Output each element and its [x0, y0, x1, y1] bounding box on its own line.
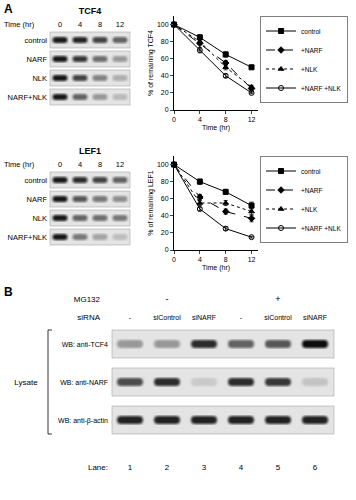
svg-text:4: 4	[78, 20, 82, 29]
svg-text:siRNA: siRNA	[77, 313, 100, 322]
svg-text:TCF4: TCF4	[79, 6, 102, 16]
svg-text:12: 12	[116, 160, 124, 169]
svg-text:WB: anti-TCF4: WB: anti-TCF4	[62, 341, 108, 348]
svg-text:NARF+NLK: NARF+NLK	[8, 233, 47, 242]
svg-text:40: 40	[161, 212, 169, 219]
svg-text:80: 80	[161, 38, 169, 45]
svg-text:Lysate: Lysate	[14, 378, 38, 387]
svg-text:0: 0	[172, 256, 176, 263]
svg-text:WB: anti-NARF: WB: anti-NARF	[60, 379, 108, 386]
svg-text:4: 4	[239, 463, 244, 472]
svg-text:12: 12	[116, 20, 124, 29]
svg-text:+NARF +NLK: +NARF +NLK	[301, 225, 341, 232]
svg-text:B: B	[4, 285, 13, 299]
svg-text:3: 3	[202, 463, 207, 472]
svg-text:siNARF: siNARF	[303, 314, 327, 321]
svg-text:Time (hr): Time (hr)	[202, 264, 230, 272]
svg-text:+NARF +NLK: +NARF +NLK	[301, 85, 341, 92]
svg-text:12: 12	[248, 116, 256, 123]
svg-text:siControl: siControl	[153, 314, 181, 321]
svg-text:+NARF: +NARF	[301, 47, 323, 54]
svg-text:8: 8	[224, 256, 228, 263]
svg-text:NARF+NLK: NARF+NLK	[8, 93, 47, 102]
svg-text:MG132: MG132	[74, 295, 101, 304]
svg-text:+NLK: +NLK	[301, 206, 318, 213]
svg-text:+NLK: +NLK	[301, 66, 318, 73]
svg-text:40: 40	[161, 72, 169, 79]
svg-text:12: 12	[248, 256, 256, 263]
svg-text:4: 4	[198, 256, 202, 263]
svg-text:% of remaining TCF4: % of remaining TCF4	[147, 30, 155, 96]
svg-text:A: A	[4, 2, 13, 16]
svg-text:WB: anti-β-actin: WB: anti-β-actin	[58, 417, 108, 425]
svg-text:8: 8	[98, 160, 102, 169]
svg-text:100: 100	[157, 21, 169, 28]
svg-text:0: 0	[165, 246, 169, 253]
svg-text:-: -	[129, 314, 132, 321]
svg-text:60: 60	[161, 195, 169, 202]
svg-text:-: -	[240, 314, 243, 321]
svg-text:NARF: NARF	[27, 195, 48, 204]
svg-text:control: control	[301, 28, 321, 35]
svg-text:0: 0	[58, 20, 62, 29]
svg-text:80: 80	[161, 178, 169, 185]
svg-text:NLK: NLK	[32, 214, 47, 223]
svg-text:control: control	[24, 176, 47, 185]
svg-text:siControl: siControl	[264, 314, 292, 321]
svg-text:Time (hr): Time (hr)	[4, 160, 35, 169]
svg-text:100: 100	[157, 161, 169, 168]
svg-text:+: +	[275, 294, 280, 304]
svg-text:4: 4	[78, 160, 82, 169]
svg-text:Time (hr): Time (hr)	[4, 20, 35, 29]
svg-text:4: 4	[198, 116, 202, 123]
svg-text:control: control	[24, 36, 47, 45]
svg-text:Time (hr): Time (hr)	[202, 124, 230, 132]
svg-text:8: 8	[98, 20, 102, 29]
svg-text:+NARF: +NARF	[301, 187, 323, 194]
svg-text:NARF: NARF	[27, 55, 48, 64]
svg-text:60: 60	[161, 55, 169, 62]
svg-text:20: 20	[161, 229, 169, 236]
svg-text:20: 20	[161, 89, 169, 96]
svg-text:6: 6	[313, 463, 318, 472]
svg-text:-: -	[166, 294, 169, 304]
svg-text:Lane:: Lane:	[88, 463, 108, 472]
svg-text:2: 2	[165, 463, 170, 472]
svg-text:5: 5	[276, 463, 281, 472]
svg-text:0: 0	[165, 106, 169, 113]
svg-text:control: control	[301, 168, 321, 175]
svg-text:1: 1	[128, 463, 133, 472]
svg-text:0: 0	[58, 160, 62, 169]
svg-text:0: 0	[172, 116, 176, 123]
svg-text:siNARF: siNARF	[192, 314, 216, 321]
svg-text:NLK: NLK	[32, 74, 47, 83]
svg-text:8: 8	[224, 116, 228, 123]
svg-text:LEF1: LEF1	[79, 146, 101, 156]
svg-text:% of remaining LEF1: % of remaining LEF1	[147, 170, 155, 235]
